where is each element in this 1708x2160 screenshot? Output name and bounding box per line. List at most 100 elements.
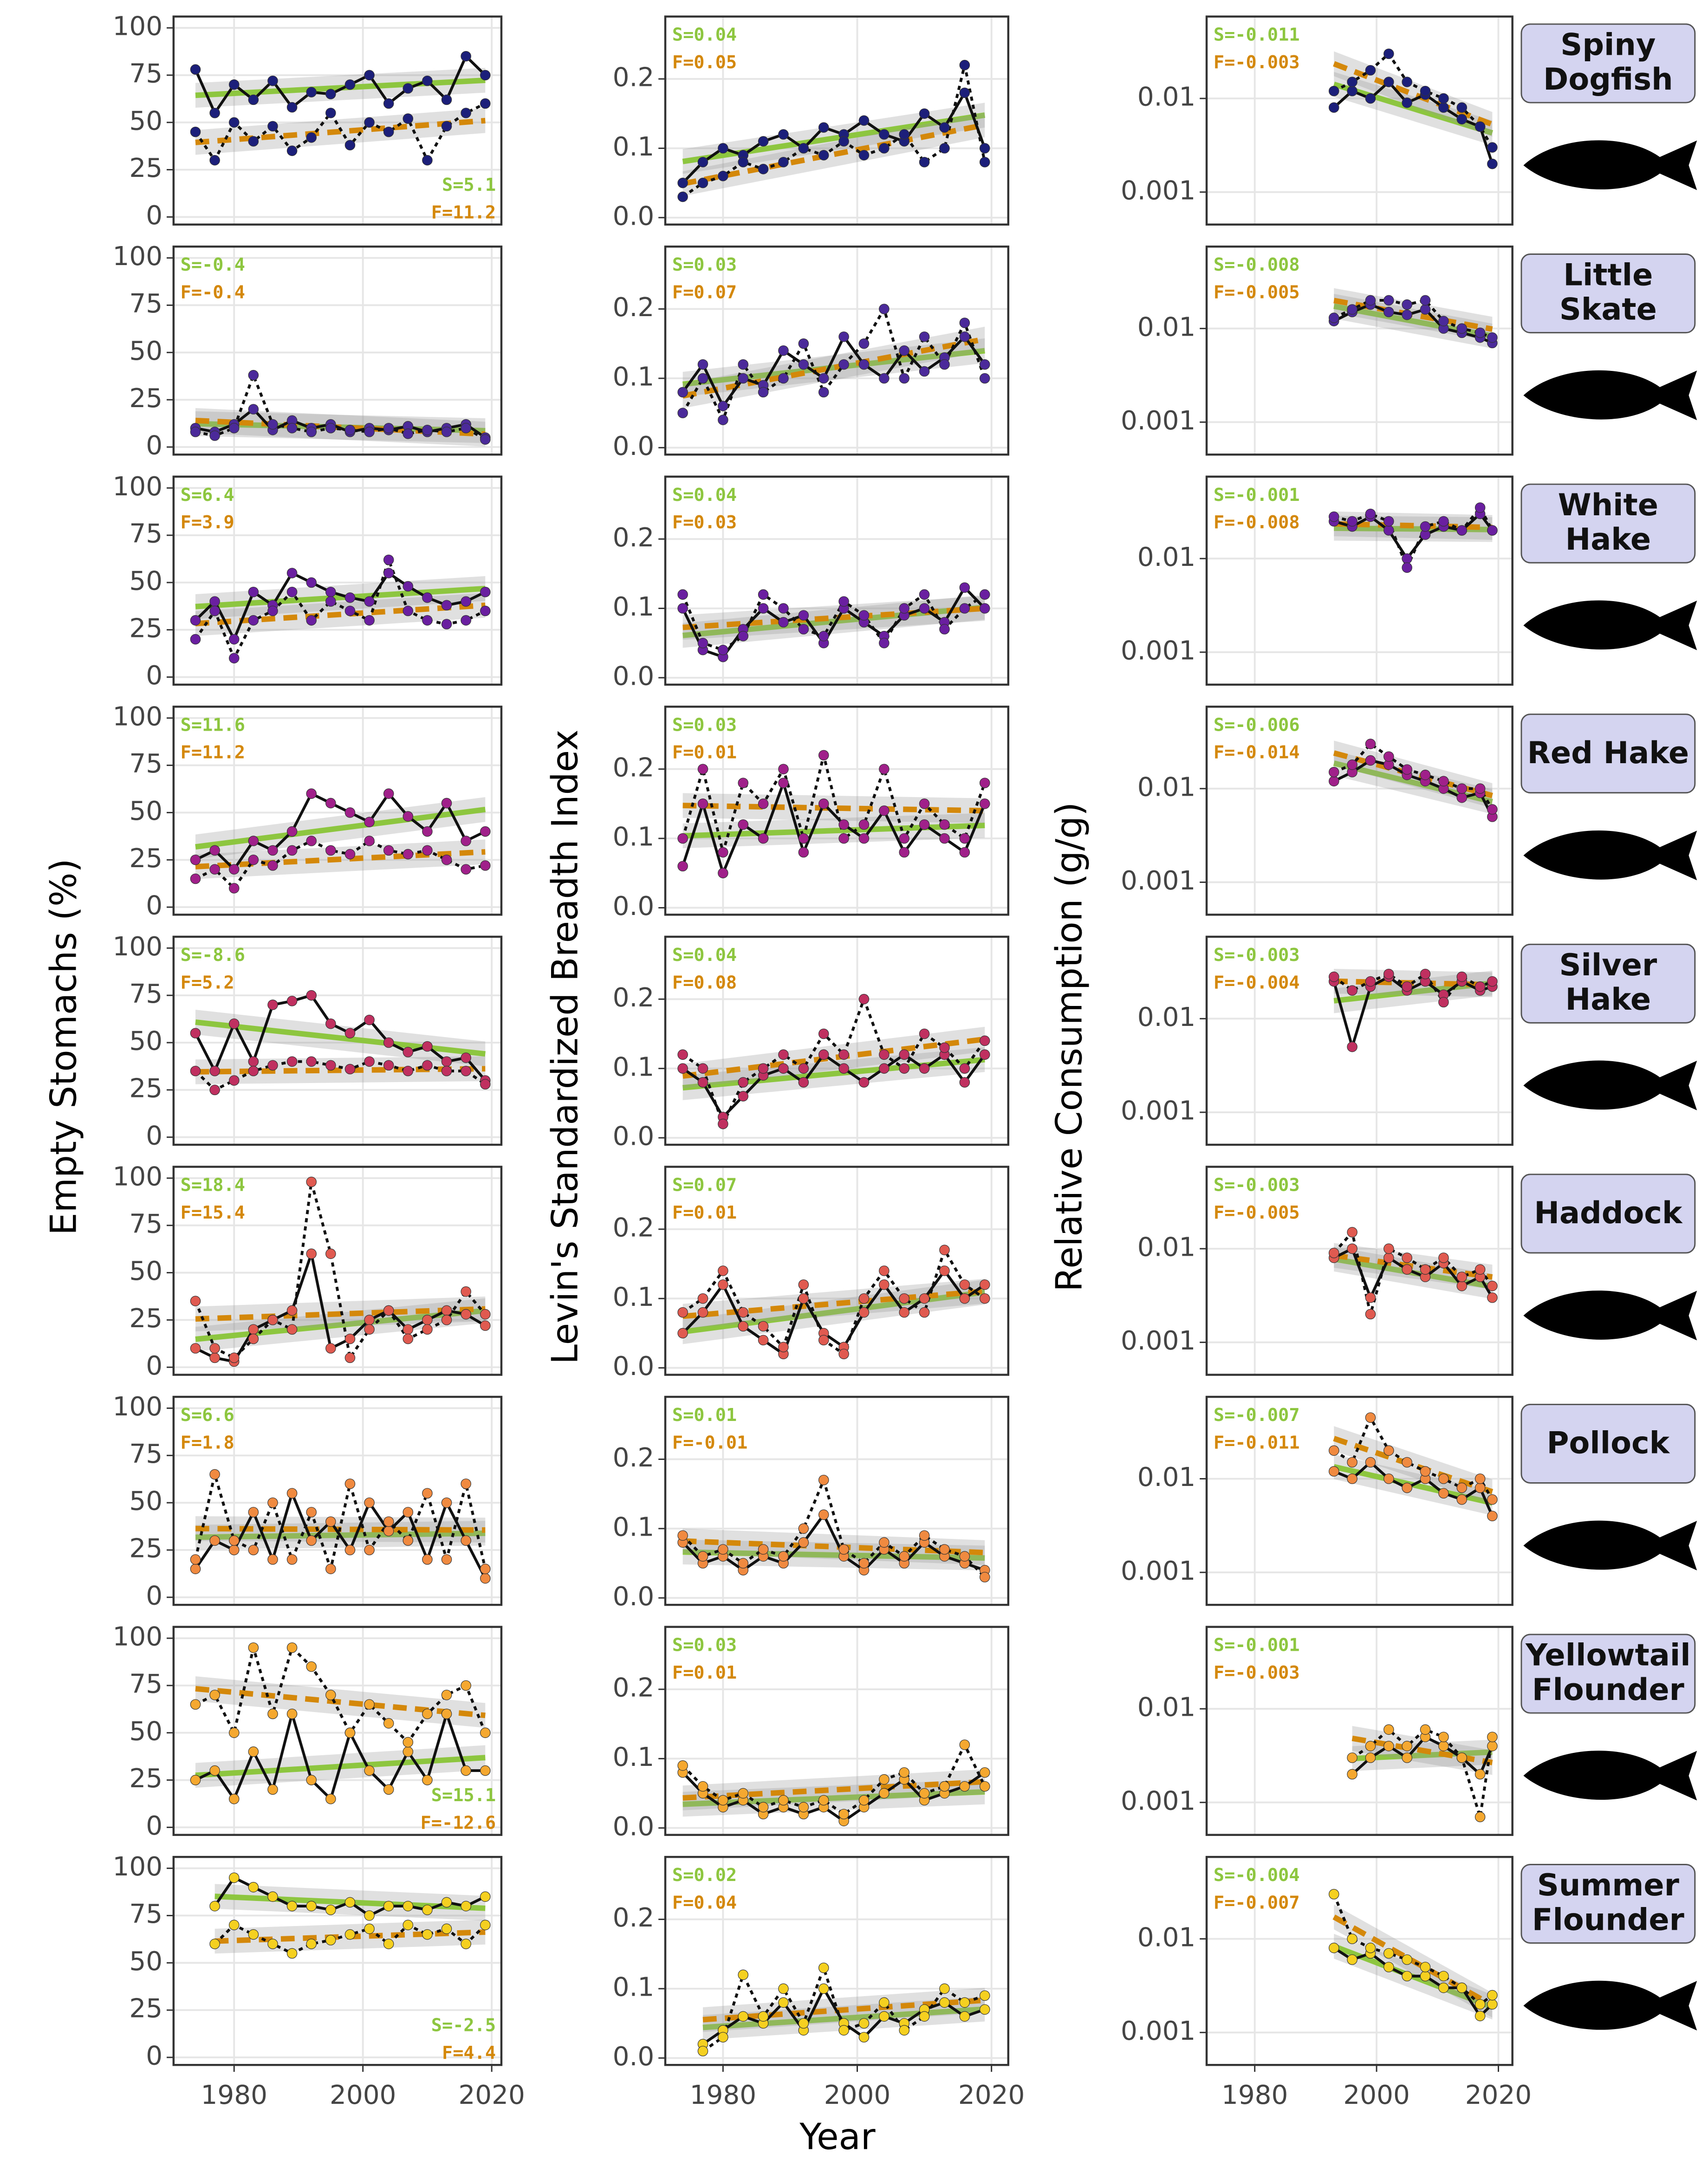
- data-point: [461, 836, 471, 846]
- data-point: [461, 422, 471, 434]
- series-line: [194, 1181, 487, 1362]
- annotation: F=-0.005: [1214, 282, 1300, 303]
- series-line: [1333, 759, 1494, 817]
- data-point: [190, 1028, 201, 1038]
- data-point: [798, 1077, 809, 1088]
- trend-line: [682, 122, 986, 187]
- data-point: [959, 87, 970, 98]
- data-point: [325, 1935, 336, 1946]
- data-point: [267, 1554, 278, 1565]
- data-point: [1328, 1445, 1339, 1456]
- data-point: [818, 387, 829, 398]
- trend-line: [195, 1066, 486, 1075]
- series-line: [1333, 1946, 1494, 2018]
- annotation: S=0.04: [672, 945, 737, 966]
- panel-border: [1205, 15, 1513, 226]
- data-point: [1383, 1445, 1394, 1456]
- data-point: [718, 1544, 728, 1555]
- data-point: [267, 1060, 278, 1071]
- annotation: S=5.1: [442, 175, 496, 195]
- data-point: [209, 1469, 220, 1480]
- annotation: S=0.04: [672, 25, 737, 45]
- annotation: F=4.4: [442, 2043, 496, 2063]
- data-point: [1474, 1999, 1486, 2010]
- data-point: [441, 121, 452, 132]
- x-tick-label: 1980: [1221, 2080, 1288, 2110]
- panel-border: [172, 706, 503, 916]
- data-point: [1456, 971, 1468, 982]
- data-point: [441, 1554, 452, 1565]
- data-point: [738, 359, 749, 370]
- data-point: [248, 615, 259, 626]
- panel: 1980 2000 2020 0.0 0.1 0.2 S=0.02 F=0.04: [613, 1855, 1025, 2110]
- data-point: [228, 1727, 240, 1738]
- data-point: [899, 1293, 909, 1304]
- data-point: [422, 845, 433, 856]
- data-point: [738, 1558, 749, 1569]
- data-point: [879, 1774, 890, 1785]
- data-point: [879, 637, 890, 649]
- data-point: [1383, 525, 1394, 536]
- data-point: [1420, 1466, 1431, 1477]
- data-point: [325, 1018, 336, 1029]
- data-point: [325, 1060, 336, 1071]
- series-line: [1333, 80, 1494, 164]
- panel-border: [664, 1395, 1010, 1606]
- data-point: [1474, 981, 1486, 992]
- data-point: [1487, 158, 1498, 169]
- annotation: F=-0.011: [1214, 1432, 1300, 1453]
- fish-icon: [1523, 1980, 1697, 2031]
- data-point: [1328, 1247, 1339, 1258]
- y-tick-label: 25: [129, 1304, 162, 1334]
- data-point: [286, 1056, 298, 1067]
- y-tick-label: 0.01: [1137, 1462, 1195, 1492]
- panel: 0.001 0.01 S=-0.001 F=-0.003 Yellowtail Flou…: [1121, 1626, 1697, 1836]
- species-box: Spiny Dogfish: [1520, 23, 1696, 104]
- data-point: [422, 615, 433, 626]
- data-point: [480, 860, 491, 871]
- data-point: [1456, 792, 1468, 803]
- data-point: [1383, 1724, 1394, 1735]
- data-point: [190, 427, 201, 437]
- data-point: [344, 425, 356, 435]
- data-point: [1402, 981, 1412, 992]
- data-point: [480, 1320, 491, 1331]
- y-tick-label: 0: [146, 1811, 162, 1841]
- data-point: [919, 1788, 930, 1799]
- data-point: [738, 373, 749, 384]
- data-point: [858, 1558, 870, 1569]
- plot-area: [1207, 707, 1513, 915]
- data-point: [267, 1497, 278, 1508]
- data-point: [718, 143, 728, 154]
- data-point: [718, 2032, 728, 2043]
- y-tick-label: 0.001: [1121, 1096, 1195, 1126]
- data-point: [441, 427, 452, 437]
- data-point: [441, 1056, 452, 1067]
- fish-icon: [1523, 1751, 1697, 1801]
- y-tick-label: 0.1: [613, 362, 655, 392]
- data-point: [306, 1056, 317, 1067]
- y-tick-label: 100: [113, 932, 163, 962]
- data-point: [306, 1775, 317, 1785]
- data-point: [461, 1765, 471, 1776]
- data-point: [1347, 759, 1357, 770]
- panel-border: [664, 935, 1010, 1146]
- data-point: [306, 1901, 317, 1912]
- data-point: [325, 798, 336, 809]
- data-point: [798, 2018, 809, 2029]
- data-point: [738, 156, 749, 168]
- data-point: [403, 1746, 414, 1757]
- panel-border: [664, 1166, 1010, 1376]
- fish-icon: [1523, 140, 1697, 190]
- data-point: [959, 1551, 970, 1562]
- y-tick-label: 0: [146, 431, 162, 461]
- trend-line: [1333, 81, 1494, 136]
- data-point: [697, 373, 708, 384]
- data-point: [858, 2032, 870, 2043]
- data-point: [248, 1746, 259, 1757]
- annotation: S=-0.4: [181, 254, 245, 275]
- trend-line: [682, 1789, 985, 1807]
- data-point: [939, 819, 950, 830]
- annotation: S=0.02: [672, 1865, 737, 1886]
